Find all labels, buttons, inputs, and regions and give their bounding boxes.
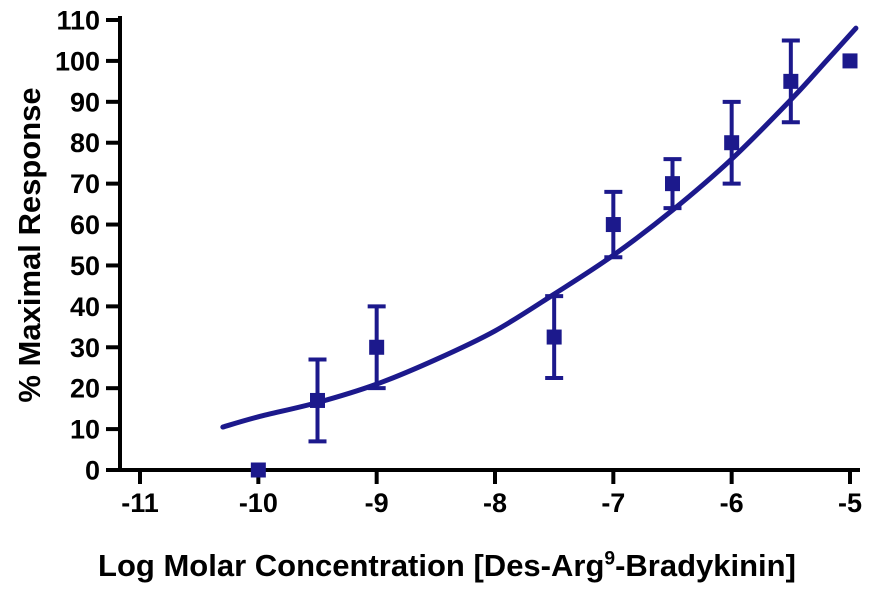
y-tick-label: 110 (56, 6, 100, 36)
y-tick-label: 20 (70, 374, 100, 404)
y-tick-label: 30 (70, 333, 100, 363)
axis-frame (118, 16, 860, 472)
x-axis-label-superscript: 9 (604, 548, 616, 570)
data-point-marker (250, 462, 266, 478)
x-tick-label: -9 (365, 488, 389, 518)
y-tick-label: 40 (70, 292, 100, 322)
x-axis-label-prefix: Log Molar Concentration [Des-Arg (98, 548, 605, 583)
data-point-marker (783, 73, 799, 89)
data-point-marker (310, 392, 325, 408)
x-axis-label: Log Molar Concentration [Des-Arg9-Bradyk… (0, 548, 894, 584)
y-tick-label: 90 (70, 87, 100, 117)
data-point-marker (546, 329, 562, 345)
data-point-marker (605, 217, 621, 233)
x-axis-label-suffix: -Bradykinin] (615, 548, 796, 583)
y-axis-label: % Maximal Response (12, 87, 47, 403)
y-tick-label: 10 (70, 415, 100, 445)
data-point-marker (369, 339, 385, 355)
data-point-marker (842, 53, 858, 69)
y-tick-label: 70 (70, 169, 100, 199)
y-tick-label: 50 (70, 251, 100, 281)
y-tick-label: 80 (70, 128, 100, 158)
x-tick-label: -6 (720, 488, 744, 518)
y-tick-label: 0 (85, 456, 100, 486)
x-tick-label: -5 (838, 488, 862, 518)
x-tick-label: -11 (121, 488, 159, 518)
y-tick-label: 60 (70, 210, 100, 240)
x-tick-label: -10 (239, 488, 278, 518)
data-point-marker (724, 135, 740, 151)
data-point-marker (665, 176, 680, 192)
x-tick-label: -7 (601, 488, 625, 518)
y-tick-label: 100 (55, 46, 100, 76)
x-tick-label: -8 (483, 488, 507, 518)
